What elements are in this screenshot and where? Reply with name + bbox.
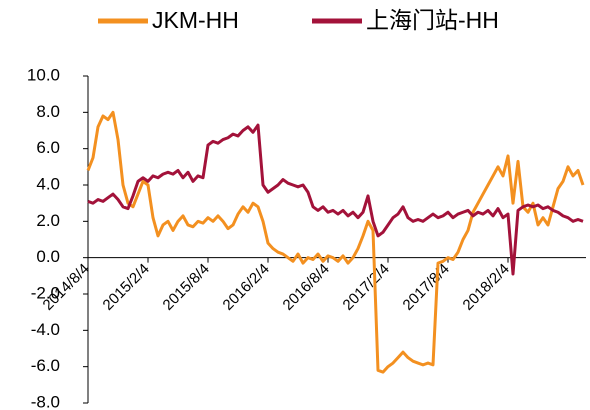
x-tick-label: 2016/2/4 [220,260,273,313]
y-tick-label: -4.0 [31,320,60,339]
y-tick-label: 8.0 [36,102,60,121]
legend-label: JKM-HH [152,7,239,33]
x-tick-label: 2016/8/4 [280,260,333,313]
y-tick-label: 2.0 [36,211,60,230]
x-tick-label: 2015/8/4 [160,260,213,313]
y-tick-label: -2.0 [31,283,60,302]
y-tick-label: -6.0 [31,356,60,375]
y-tick-label: -8.0 [31,392,60,410]
y-tick-label: 4.0 [36,174,60,193]
x-tick-label: 2018/2/4 [460,260,513,313]
y-tick-label: 10.0 [27,65,60,84]
x-tick-label: 2017/2/4 [340,260,393,313]
series-line [87,123,584,276]
series-line [86,110,585,374]
x-tick-label: 2015/2/4 [100,260,153,313]
y-tick-label: 6.0 [36,138,60,157]
x-tick-label: 2017/8/4 [400,260,453,313]
y-tick-label: 0.0 [36,247,60,266]
legend-label: 上海门站-HH [366,7,499,33]
